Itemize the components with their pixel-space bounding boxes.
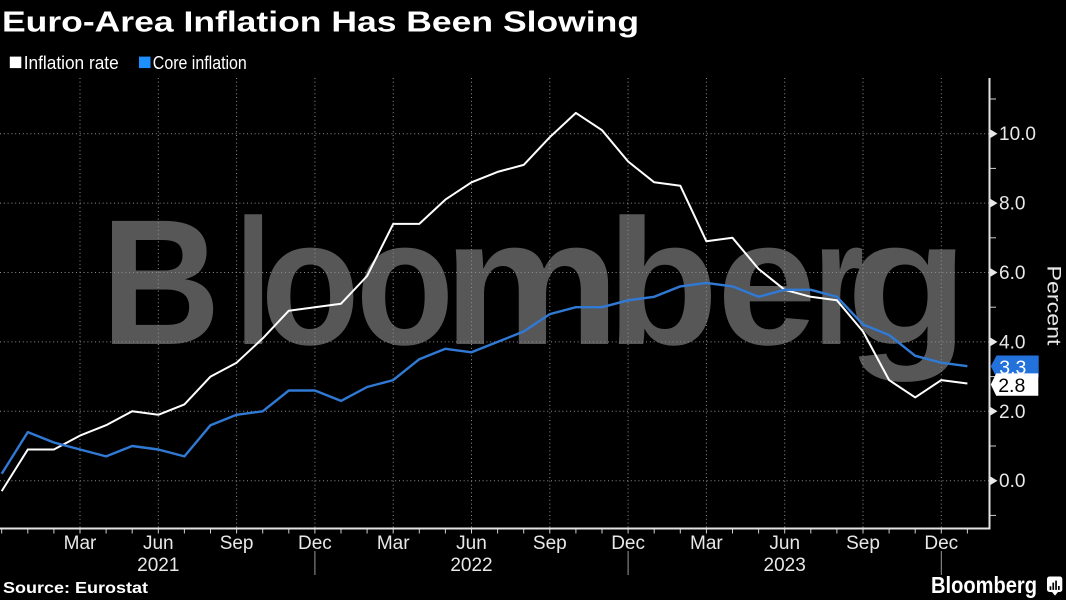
svg-text:Dec: Dec	[611, 533, 645, 554]
svg-text:m: m	[443, 182, 621, 382]
svg-text:Inflation rate: Inflation rate	[24, 53, 119, 73]
svg-text:b: b	[607, 182, 719, 382]
svg-text:2.0: 2.0	[999, 402, 1025, 423]
svg-text:6.0: 6.0	[999, 263, 1025, 284]
svg-text:Jun: Jun	[456, 533, 487, 554]
svg-text:g: g	[846, 182, 969, 382]
svg-text:Sep: Sep	[533, 533, 567, 554]
svg-text:10.0: 10.0	[999, 124, 1036, 145]
svg-text:4.0: 4.0	[999, 332, 1025, 353]
svg-text:o: o	[261, 182, 360, 382]
svg-text:Percent: Percent	[1043, 266, 1064, 347]
svg-text:2023: 2023	[764, 555, 806, 576]
svg-text:r: r	[813, 182, 864, 382]
svg-text:o: o	[356, 182, 454, 382]
svg-text:Mar: Mar	[690, 533, 723, 554]
svg-text:0.0: 0.0	[999, 471, 1025, 492]
svg-text:Sep: Sep	[220, 533, 254, 554]
svg-text:B: B	[101, 182, 221, 382]
svg-text:Dec: Dec	[298, 533, 332, 554]
svg-text:Bloomberg: Bloomberg	[931, 572, 1037, 598]
svg-text:Jun: Jun	[143, 533, 174, 554]
svg-text:Dec: Dec	[924, 533, 958, 554]
svg-text:2022: 2022	[450, 555, 492, 576]
svg-text:Euro-Area Inflation Has Been S: Euro-Area Inflation Has Been Slowing	[2, 7, 639, 39]
svg-text:Mar: Mar	[377, 533, 410, 554]
svg-text:Core inflation: Core inflation	[153, 53, 247, 73]
svg-text:Mar: Mar	[64, 533, 97, 554]
svg-text:Source: Eurostat: Source: Eurostat	[3, 580, 148, 597]
svg-text:Jun: Jun	[769, 533, 800, 554]
svg-text:e: e	[717, 182, 817, 382]
svg-text:8.0: 8.0	[999, 194, 1025, 215]
svg-text:Sep: Sep	[846, 533, 880, 554]
svg-text:l: l	[235, 182, 271, 382]
svg-text:2021: 2021	[137, 555, 179, 576]
svg-text:2.8: 2.8	[998, 375, 1025, 397]
